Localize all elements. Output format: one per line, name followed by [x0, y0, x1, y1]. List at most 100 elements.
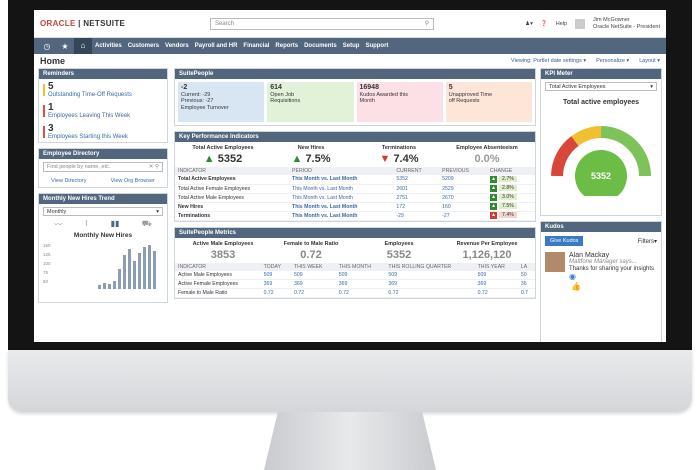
kudos-tile[interactable]: 16948 Kudos Awarded this Month — [356, 82, 443, 122]
arrow-up-icon: ▲ — [291, 153, 303, 165]
personalize-link[interactable]: Personalize ▾ — [596, 58, 630, 64]
chevron-down-icon: ▾ — [650, 83, 653, 90]
arrow-up-icon: ▲ — [490, 203, 498, 210]
kpi-value: ▲ 7.5% — [291, 153, 331, 165]
arrow-up-icon: ▲ — [490, 194, 498, 201]
layout-link[interactable]: Layout ▾ — [639, 58, 660, 64]
nav-documents[interactable]: Documents — [304, 43, 337, 49]
star-icon[interactable]: ★ — [61, 41, 69, 51]
bar — [143, 247, 146, 289]
help-icon[interactable]: ❓ — [540, 20, 548, 27]
truck-icon[interactable]: ⛟ — [141, 219, 152, 228]
requisitions-tile[interactable]: 614 Open Job Requisitions — [267, 82, 354, 122]
hires-chart: 150 125 100 75 50 — [43, 241, 163, 289]
help-link[interactable]: Help — [555, 20, 568, 27]
nav-support[interactable]: Support — [365, 43, 389, 49]
top-bar: ORACLE | NETSUITE Search ⚲ ♟▾ ❓ Help Jim … — [34, 10, 666, 38]
bar — [118, 269, 121, 289]
directory-portlet: Employee Directory Find people by name, … — [38, 148, 168, 188]
nav-vendors[interactable]: Vendors — [165, 43, 189, 49]
give-kudos-button[interactable]: Give Kudos — [545, 236, 584, 246]
chart-type-icons: 〰 ⌇ ▮▮ ⛟ — [39, 219, 167, 230]
metrics-portlet: SuitePeople Metrics Active Male Employee… — [174, 226, 536, 299]
page-title: Home — [40, 56, 66, 66]
reminders-title: Reminders — [39, 69, 167, 79]
chart-title: Monthly New Hires — [73, 232, 133, 239]
table-row[interactable]: Active Male Employees 509 509 509 509 509 50 — [175, 270, 535, 280]
filters-dropdown[interactable]: Filters▾ — [637, 238, 657, 245]
table-row[interactable]: New Hires This Month vs. Last Month 172 160… — [175, 202, 535, 212]
bar — [108, 284, 111, 289]
directory-search-input[interactable]: Find people by name, etc. ✕ ⚲ — [43, 162, 163, 172]
view-directory-link[interactable]: View Directory — [51, 178, 87, 184]
recent-icon[interactable]: ◷ — [43, 41, 51, 51]
table-row[interactable]: Terminations This Month vs. Last Month -29… — [175, 211, 535, 221]
org-browser-link[interactable]: View Org Browser — [110, 178, 155, 184]
reminder-item[interactable]: 3 Employees Starting this Week — [39, 121, 167, 142]
bar — [153, 251, 156, 289]
line-chart-icon[interactable]: ⌇ — [84, 219, 89, 228]
bar — [123, 255, 126, 289]
chevron-down-icon: ▾ — [156, 208, 159, 215]
area-chart-icon[interactable]: 〰 — [54, 220, 63, 229]
table-row[interactable]: Female to Male Ratio 0.72 0.72 0.72 0.72 0.72… — [175, 288, 535, 298]
logo[interactable]: ORACLE | NETSUITE — [40, 19, 126, 28]
bar — [128, 249, 131, 289]
viewing-settings[interactable]: Viewing: Portlet date settings ▾ — [511, 58, 587, 64]
search-input[interactable]: Search ⚲ — [210, 17, 434, 30]
badge-icon: ◉ — [569, 272, 576, 281]
gauge-green — [600, 126, 651, 177]
search-icon[interactable]: ⚲ — [424, 21, 429, 27]
timeoff-tile[interactable]: 5 Unapproved Time off Requests — [445, 82, 532, 122]
kpi-value: 0.0% — [474, 153, 500, 165]
metrics-table: INDICATOR TODAY THIS WEEK THIS MONTH THIS RO… — [175, 262, 535, 298]
gauge-center — [575, 150, 627, 202]
like-icon[interactable]: 👍 — [571, 282, 581, 291]
arrow-up-icon: ▲ — [203, 153, 215, 165]
nav-setup[interactable]: Setup — [342, 43, 360, 49]
arrow-down-icon: ▼ — [379, 153, 391, 165]
avatar[interactable] — [545, 252, 565, 272]
kpi-table: INDICATOR PERIOD CURRENT PREVIOUS CHANGE Tot… — [175, 167, 535, 221]
avatar[interactable] — [575, 18, 586, 29]
table-row[interactable]: Active Female Employees 369 369 369 369 369 36 — [175, 279, 535, 289]
bar — [113, 281, 116, 289]
monitor-stand — [264, 412, 436, 470]
screen: ORACLE | NETSUITE Search ⚲ ♟▾ ❓ Help Jim … — [34, 10, 666, 342]
left-column: Reminders 5 Outstanding Time-Off Requests… — [38, 68, 168, 308]
nav-payroll[interactable]: Payroll and HR — [194, 43, 238, 49]
suitepeople-portlet: SuitePeople -2 Current: -29 Previous: -27 E… — [174, 68, 536, 126]
reminder-item[interactable]: 5 Outstanding Time-Off Requests — [39, 79, 167, 100]
table-row[interactable]: Total Active Male Employees This Month vs… — [175, 193, 535, 203]
nav-reports[interactable]: Reports — [275, 43, 299, 49]
turnover-tile[interactable]: -2 Current: -29 Previous: -27 Employee Turn… — [178, 82, 265, 122]
kpi-select[interactable]: Total Active Employees ▾ — [545, 82, 657, 91]
hires-portlet: Monthly New Hires Trend Monthly ▾ 〰 ⌇ ▮▮ ⛟ M… — [38, 193, 168, 303]
kudos-portlet: Kudos Give Kudos Filters▾ Alan Mackay Ma… — [540, 221, 662, 342]
kudos-author[interactable]: Alan Mackay — [569, 252, 610, 259]
table-row[interactable]: Total Active Female Employees This Month … — [175, 184, 535, 194]
kpi-value: ▼ 7.4% — [379, 153, 419, 165]
middle-column: SuitePeople -2 Current: -29 Previous: -27 E… — [174, 68, 536, 304]
main-nav: ◷ ★ ⌂ Activities Customers Vendors Payro… — [34, 38, 666, 54]
reminder-item[interactable]: 1 Employees Leaving This Week — [39, 100, 167, 121]
bar-chart-icon[interactable]: ▮▮ — [110, 219, 120, 228]
nav-customers[interactable]: Customers — [127, 43, 160, 49]
nav-financial[interactable]: Financial — [243, 43, 270, 49]
bar — [148, 245, 151, 289]
recent-people-icon[interactable]: ♟▾ — [525, 20, 533, 27]
bar — [98, 285, 101, 289]
kpi-portlet: Key Performance Indicators Total Active … — [174, 131, 536, 222]
period-select[interactable]: Monthly ▾ — [43, 207, 163, 216]
bar — [133, 261, 136, 289]
monitor-chin — [8, 350, 692, 412]
right-column: KPI Meter Total Active Employees ▾ Total … — [540, 68, 662, 342]
home-icon[interactable]: ⌂ — [74, 38, 92, 54]
reminders-portlet: Reminders 5 Outstanding Time-Off Requests… — [38, 68, 168, 143]
kpi-meter-portlet: KPI Meter Total Active Employees ▾ Total … — [540, 68, 662, 216]
gauge-value: 5352 — [591, 171, 611, 181]
search-icon[interactable]: ✕ ⚲ — [148, 164, 159, 170]
table-row[interactable]: Total Active Employees This Month vs. Las… — [175, 175, 535, 185]
nav-activities[interactable]: Activities — [95, 43, 122, 49]
user-menu[interactable]: Jim McGowner Oracle NetSuite - President — [593, 16, 660, 30]
